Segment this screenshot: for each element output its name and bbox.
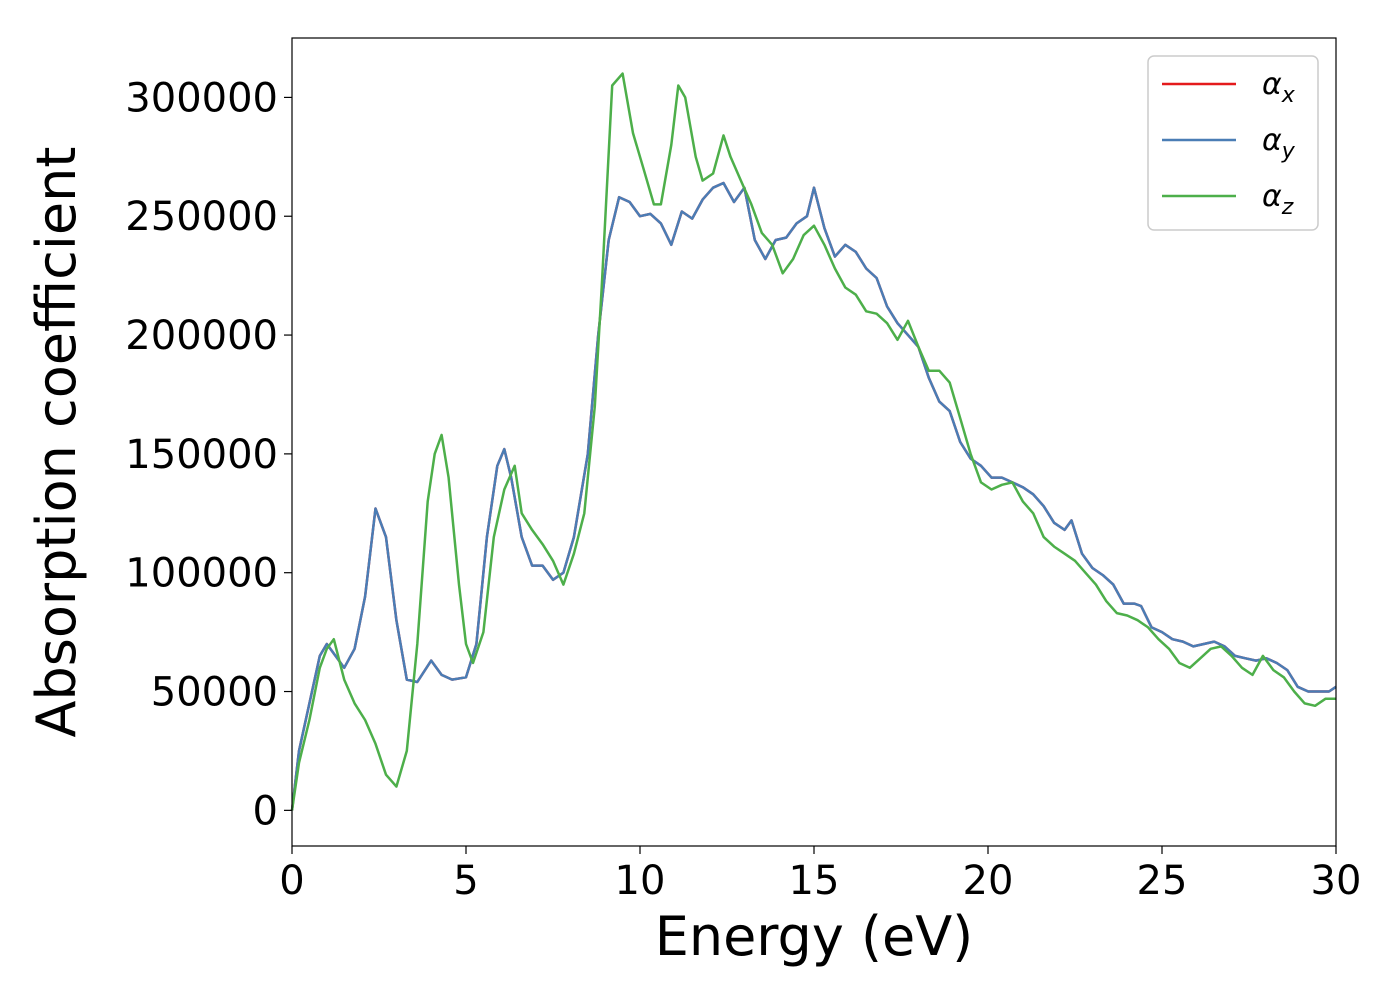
y-tick-label: 200000 <box>125 313 278 359</box>
y-tick-label: 100000 <box>125 551 278 597</box>
series-layer <box>290 72 1337 811</box>
x-axis-title: Energy (eV) <box>655 905 974 968</box>
x-tick-label: 20 <box>963 858 1014 904</box>
y-tick-label: 150000 <box>125 432 278 478</box>
x-tick-label: 25 <box>1137 858 1188 904</box>
x-tick-label: 5 <box>453 858 478 904</box>
legend-box <box>1147 55 1319 231</box>
y-tick-label: 50000 <box>151 670 278 716</box>
y-tick-label: 300000 <box>125 75 278 121</box>
series-line-z <box>290 72 1336 811</box>
x-tick-label: 0 <box>279 858 304 904</box>
y-axis: 0 50000 100000 150000 200000 250000 300000 <box>125 75 292 834</box>
x-tick-label: 10 <box>615 858 666 904</box>
y-axis-title: Absorption coefficient <box>25 147 88 738</box>
series-line-y <box>290 181 1337 811</box>
y-tick-label: 250000 <box>125 194 278 240</box>
x-tick-label: 15 <box>789 858 840 904</box>
x-tick-label: 30 <box>1311 858 1362 904</box>
x-axis: 0 5 10 15 20 25 30 <box>279 846 1361 904</box>
y-tick-label: 0 <box>253 788 278 834</box>
